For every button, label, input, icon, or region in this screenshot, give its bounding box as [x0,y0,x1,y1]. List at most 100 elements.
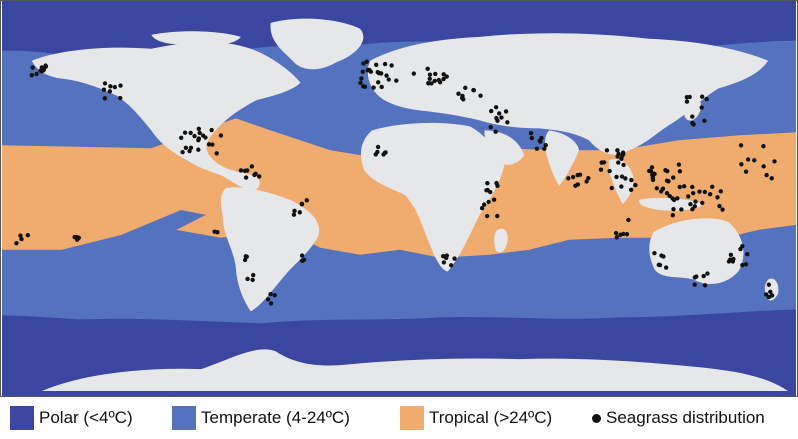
seagrass-point [364,59,369,64]
seagrass-point [740,262,745,268]
seagrass-point [679,207,684,212]
seagrass-point [633,182,638,188]
seagrass-point [485,180,490,186]
seagrass-point [268,301,274,306]
seagrass-point [486,199,491,205]
seagrass-dot-icon [592,413,601,423]
seagrass-point [375,144,381,150]
seagrass-point [692,204,697,209]
seagrass-point [365,67,370,73]
seagrass-point [701,273,706,279]
seagrass-point [112,84,118,90]
seagrass-point [411,71,417,76]
seagrass-point [427,76,432,81]
seagrass-point [566,176,571,181]
seagrass-point [699,105,704,110]
seagrass-point [684,99,690,104]
seagrass-point [738,143,744,148]
seagrass-point [488,124,493,130]
australia [649,218,744,284]
seagrass-point [243,254,248,259]
seagrass-point [107,89,113,94]
seagrass-point [379,84,384,90]
seagrass-point [209,127,214,133]
seagrass-point [484,213,490,219]
seagrass-point [667,193,672,199]
seagrass-point [691,190,696,196]
seagrass-point [461,97,466,102]
seagrass-point [376,80,381,85]
seagrass-point [25,233,30,238]
seagrass-point [432,78,437,84]
seagrass-point [359,76,364,81]
seagrass-point [715,195,720,200]
seagrass-point [197,130,202,136]
seagrass-point [677,169,683,174]
seagrass-point [607,168,612,174]
seagrass-point [299,202,305,207]
seagrass-point [584,179,589,184]
seagrass-point [242,168,248,174]
seagrass-point [196,147,201,152]
seagrass-point [444,74,449,79]
seagrass-point [101,87,107,92]
seagrass-point [769,176,774,181]
seagrass-point [489,108,494,114]
seagrass-point [686,194,691,199]
seagrass-point [375,70,380,75]
seagrass-point [491,197,497,202]
seagrass-point [650,176,656,181]
seagrass-point [180,149,185,155]
seagrass-point [494,180,499,186]
seagrass-point [29,72,34,78]
seagrass-point [452,256,457,261]
seagrass-point [619,174,625,179]
seagrass-point [245,276,250,282]
seagrass-point [102,81,108,86]
seagrass-point [745,252,750,257]
legend-item-polar: Polar (<4ºC) [10,403,133,433]
seagrass-point [570,174,576,180]
seagrass-point [702,283,708,288]
seagrass-point [218,133,224,138]
seagrass-point [702,118,707,123]
seagrass-point [676,162,682,167]
seagrass-point [257,174,262,179]
seagrass-point [661,254,666,259]
seagrass-point [660,186,666,191]
seagrass-point [383,150,388,155]
seagrass-point [624,232,630,237]
world-map [2,1,796,396]
seagrass-point [613,230,619,236]
seagrass-point [188,130,193,136]
seagrass-point [598,167,604,172]
seagrass-point [384,73,389,78]
seagrass-point [249,164,255,169]
seagrass-point [700,200,705,206]
seagrass-point [697,189,702,194]
seagrass-point [361,61,366,66]
seagrass-point [179,135,184,140]
seagrass-point [242,257,248,263]
seagrass-point [192,133,197,139]
seagrass-point [19,236,24,242]
seagrass-point [471,88,477,93]
seagrass-point [761,164,766,169]
seagrass-point [301,257,307,262]
seagrass-point [657,262,663,268]
seagrass-point [441,260,447,265]
seagrass-point [539,135,544,141]
seagrass-point [34,71,39,77]
seagrass-point [717,203,722,209]
seagrass-point [214,151,219,156]
seagrass-point [616,151,621,157]
antarctica [41,349,789,392]
seagrass-point [382,61,388,67]
seagrass-point [182,130,188,135]
seagrass-point [426,81,431,86]
seagrass-point [688,201,693,207]
seagrass-point [745,157,751,162]
greenland [270,18,364,70]
seagrass-point [739,162,744,167]
seagrass-point [196,136,202,141]
